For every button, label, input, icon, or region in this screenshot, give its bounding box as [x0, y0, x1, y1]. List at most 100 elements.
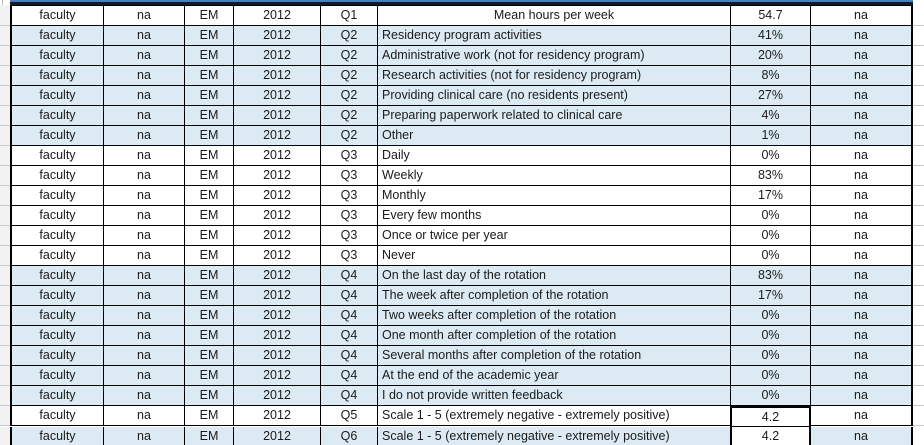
- cell-description[interactable]: Scale 1 - 5 (extremely negative - extrem…: [377, 406, 730, 426]
- cell-year[interactable]: 2012: [233, 46, 320, 66]
- cell-specialty[interactable]: EM: [184, 26, 233, 46]
- cell-question[interactable]: Q5: [320, 406, 377, 426]
- cell-description[interactable]: Mean hours per week: [377, 5, 730, 26]
- cell-na[interactable]: na: [103, 5, 184, 26]
- cell-description[interactable]: At the end of the academic year: [377, 366, 730, 386]
- cell-na[interactable]: na: [103, 186, 184, 206]
- cell-value[interactable]: 20%: [730, 46, 810, 66]
- cell-na[interactable]: na: [103, 126, 184, 146]
- cell-description[interactable]: Other: [377, 126, 730, 146]
- cell-value[interactable]: 27%: [730, 86, 810, 106]
- cell-na[interactable]: na: [103, 286, 184, 306]
- cell-description[interactable]: The week after completion of the rotatio…: [377, 286, 730, 306]
- cell-na[interactable]: na: [103, 266, 184, 286]
- cell-year[interactable]: 2012: [233, 246, 320, 266]
- cell-question[interactable]: Q2: [320, 46, 377, 66]
- cell-specialty[interactable]: EM: [184, 226, 233, 246]
- cell-faculty[interactable]: faculty: [10, 326, 103, 346]
- cell-description[interactable]: Weekly: [377, 166, 730, 186]
- cell-question[interactable]: Q4: [320, 346, 377, 366]
- cell-na[interactable]: na: [103, 66, 184, 86]
- cell-na[interactable]: na: [810, 146, 913, 166]
- cell-na[interactable]: na: [103, 166, 184, 186]
- cell-value[interactable]: 83%: [730, 266, 810, 286]
- cell-faculty[interactable]: faculty: [10, 186, 103, 206]
- cell-description[interactable]: Research activities (not for residency p…: [377, 66, 730, 86]
- cell-specialty[interactable]: EM: [184, 286, 233, 306]
- cell-specialty[interactable]: EM: [184, 5, 233, 26]
- cell-faculty[interactable]: faculty: [10, 266, 103, 286]
- cell-question[interactable]: Q6: [320, 427, 377, 445]
- cell-specialty[interactable]: EM: [184, 306, 233, 326]
- cell-specialty[interactable]: EM: [184, 346, 233, 366]
- cell-faculty[interactable]: faculty: [10, 226, 103, 246]
- cell-na[interactable]: na: [810, 126, 913, 146]
- cell-value[interactable]: 8%: [730, 66, 810, 86]
- cell-specialty[interactable]: EM: [184, 86, 233, 106]
- cell-faculty[interactable]: faculty: [10, 346, 103, 366]
- cell-description[interactable]: Once or twice per year: [377, 226, 730, 246]
- cell-specialty[interactable]: EM: [184, 386, 233, 406]
- cell-na[interactable]: na: [810, 46, 913, 66]
- cell-na[interactable]: na: [810, 106, 913, 126]
- cell-faculty[interactable]: faculty: [10, 66, 103, 86]
- cell-description[interactable]: Monthly: [377, 186, 730, 206]
- cell-year[interactable]: 2012: [233, 366, 320, 386]
- cell-year[interactable]: 2012: [233, 226, 320, 246]
- cell-na[interactable]: na: [810, 326, 913, 346]
- cell-specialty[interactable]: EM: [184, 246, 233, 266]
- cell-question[interactable]: Q3: [320, 146, 377, 166]
- cell-specialty[interactable]: EM: [184, 206, 233, 226]
- cell-description[interactable]: Several months after completion of the r…: [377, 346, 730, 366]
- cell-question[interactable]: Q2: [320, 126, 377, 146]
- cell-faculty[interactable]: faculty: [10, 86, 103, 106]
- cell-value[interactable]: 0%: [730, 306, 810, 326]
- cell-na[interactable]: na: [103, 46, 184, 66]
- cell-specialty[interactable]: EM: [184, 46, 233, 66]
- cell-faculty[interactable]: faculty: [10, 366, 103, 386]
- cell-question[interactable]: Q2: [320, 26, 377, 46]
- cell-na[interactable]: na: [103, 326, 184, 346]
- cell-value[interactable]: 4.2: [730, 406, 811, 427]
- cell-value[interactable]: 17%: [730, 186, 810, 206]
- cell-na[interactable]: na: [810, 186, 913, 206]
- cell-na[interactable]: na: [103, 226, 184, 246]
- cell-year[interactable]: 2012: [233, 306, 320, 326]
- cell-question[interactable]: Q2: [320, 66, 377, 86]
- cell-faculty[interactable]: faculty: [10, 5, 103, 26]
- cell-value[interactable]: 54.7: [730, 5, 810, 26]
- cell-question[interactable]: Q4: [320, 286, 377, 306]
- cell-question[interactable]: Q2: [320, 86, 377, 106]
- cell-year[interactable]: 2012: [233, 146, 320, 166]
- cell-value[interactable]: 83%: [730, 166, 810, 186]
- cell-specialty[interactable]: EM: [184, 366, 233, 386]
- cell-specialty[interactable]: EM: [184, 106, 233, 126]
- cell-na[interactable]: na: [103, 106, 184, 126]
- cell-na[interactable]: na: [810, 306, 913, 326]
- cell-faculty[interactable]: faculty: [10, 46, 103, 66]
- cell-na[interactable]: na: [810, 26, 913, 46]
- cell-value[interactable]: 4.2: [730, 427, 811, 445]
- cell-na[interactable]: na: [103, 146, 184, 166]
- cell-question[interactable]: Q4: [320, 326, 377, 346]
- cell-value[interactable]: 1%: [730, 126, 810, 146]
- cell-na[interactable]: na: [103, 26, 184, 46]
- cell-value[interactable]: 0%: [730, 206, 810, 226]
- cell-na[interactable]: na: [810, 86, 913, 106]
- cell-year[interactable]: 2012: [233, 106, 320, 126]
- cell-value[interactable]: 0%: [730, 226, 810, 246]
- cell-year[interactable]: 2012: [233, 346, 320, 366]
- cell-description[interactable]: Never: [377, 246, 730, 266]
- cell-na[interactable]: na: [103, 346, 184, 366]
- cell-description[interactable]: Preparing paperwork related to clinical …: [377, 106, 730, 126]
- cell-year[interactable]: 2012: [233, 26, 320, 46]
- cell-year[interactable]: 2012: [233, 326, 320, 346]
- cell-value[interactable]: 0%: [730, 366, 810, 386]
- cell-year[interactable]: 2012: [233, 126, 320, 146]
- cell-faculty[interactable]: faculty: [10, 166, 103, 186]
- cell-description[interactable]: On the last day of the rotation: [377, 266, 730, 286]
- cell-year[interactable]: 2012: [233, 186, 320, 206]
- cell-description[interactable]: Two weeks after completion of the rotati…: [377, 306, 730, 326]
- cell-question[interactable]: Q4: [320, 266, 377, 286]
- cell-value[interactable]: 0%: [730, 326, 810, 346]
